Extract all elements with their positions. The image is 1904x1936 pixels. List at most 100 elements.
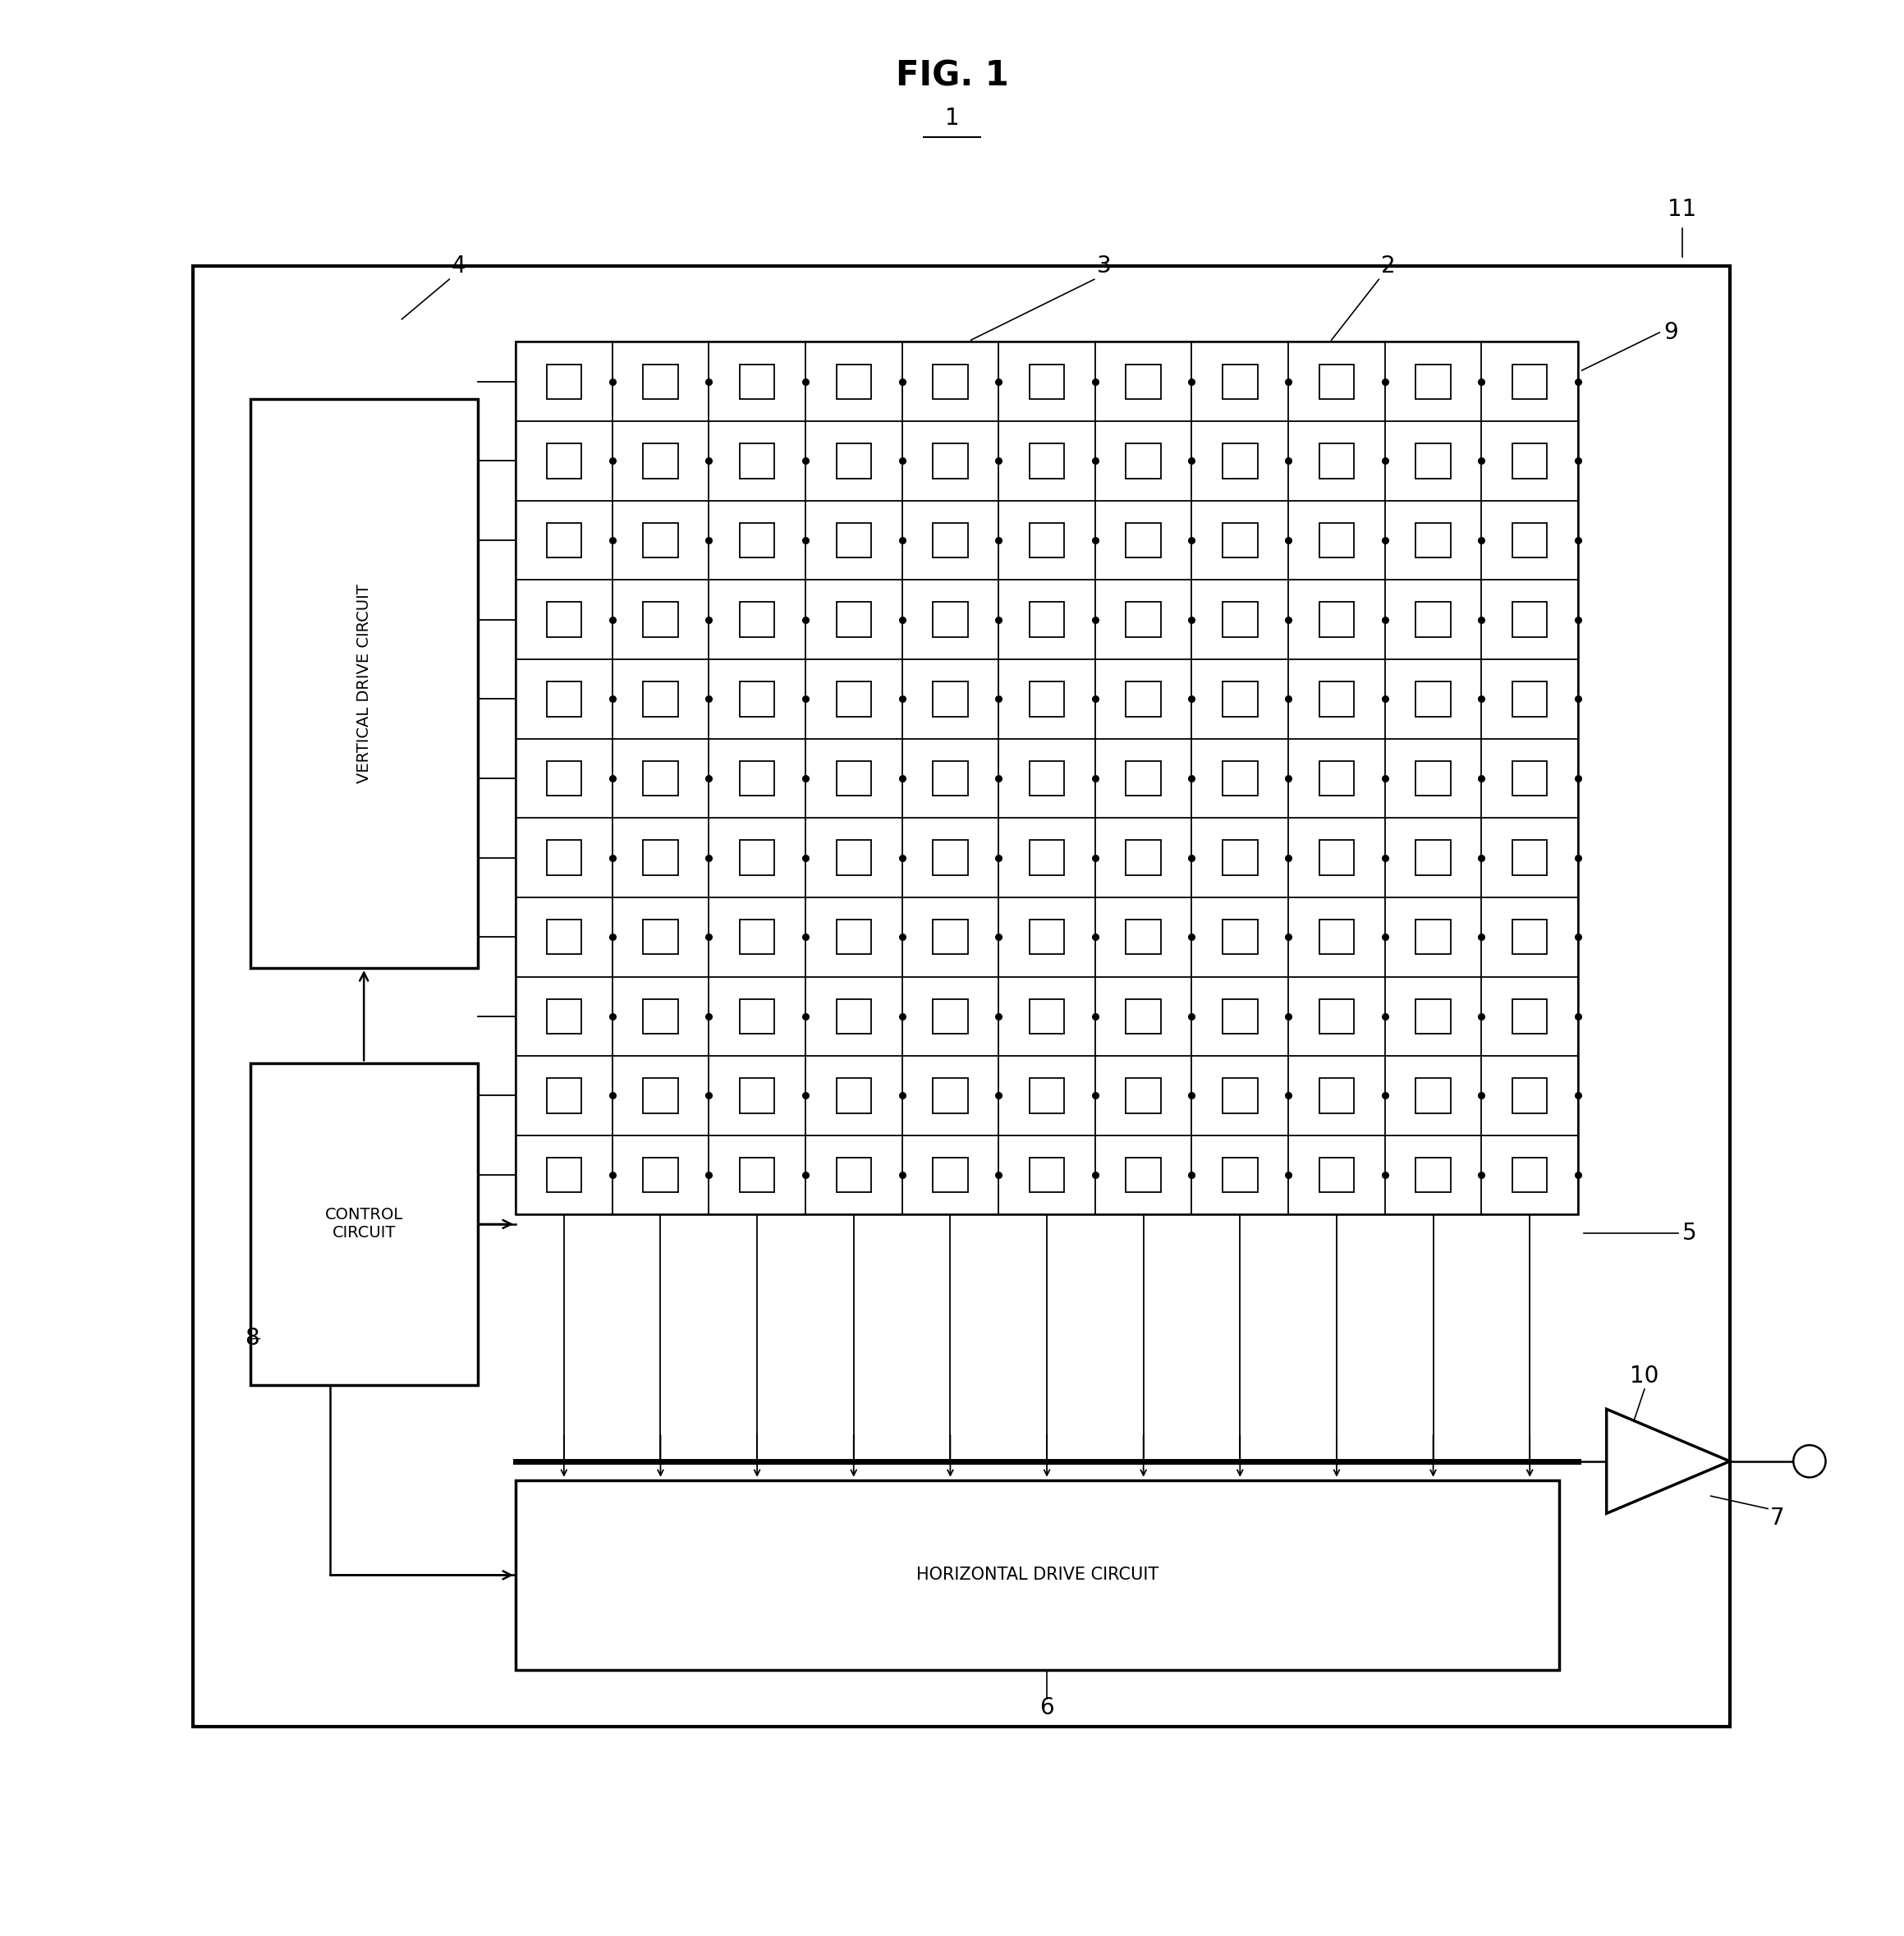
Bar	[1319, 920, 1354, 954]
Bar	[644, 920, 678, 954]
Bar	[1319, 761, 1354, 796]
Bar	[933, 364, 967, 399]
Bar	[546, 999, 581, 1034]
Bar	[836, 920, 872, 954]
Text: 10: 10	[1630, 1365, 1658, 1388]
Text: 5: 5	[1683, 1222, 1696, 1245]
Bar	[1512, 1078, 1548, 1113]
Bar	[1030, 840, 1064, 875]
Bar	[1512, 602, 1548, 637]
Bar	[933, 1078, 967, 1113]
Bar	[1417, 364, 1451, 399]
Text: 7: 7	[1771, 1506, 1784, 1529]
Bar	[1512, 920, 1548, 954]
Bar	[933, 443, 967, 478]
Bar	[933, 602, 967, 637]
Bar	[1222, 761, 1257, 796]
Bar	[1125, 920, 1161, 954]
Bar	[739, 999, 775, 1034]
Text: 8: 8	[246, 1326, 259, 1349]
Bar	[1030, 523, 1064, 558]
Bar	[1319, 681, 1354, 716]
Bar	[1030, 443, 1064, 478]
Bar	[1417, 999, 1451, 1034]
Bar	[1512, 1158, 1548, 1193]
Bar	[1125, 761, 1161, 796]
Bar	[1512, 681, 1548, 716]
Bar	[933, 523, 967, 558]
Bar	[1319, 602, 1354, 637]
Bar	[739, 523, 775, 558]
Bar	[1417, 1078, 1451, 1113]
Bar	[644, 999, 678, 1034]
Bar	[739, 920, 775, 954]
Bar	[1417, 920, 1451, 954]
Bar	[836, 999, 872, 1034]
Bar	[1222, 1158, 1257, 1193]
Bar	[1222, 840, 1257, 875]
Bar	[933, 681, 967, 716]
Text: 1: 1	[944, 106, 960, 130]
Text: 4: 4	[451, 254, 466, 277]
Bar	[1222, 920, 1257, 954]
Bar	[1222, 602, 1257, 637]
Bar	[546, 602, 581, 637]
Bar	[1512, 840, 1548, 875]
Bar	[644, 523, 678, 558]
Bar	[1417, 1158, 1451, 1193]
Text: FIG. 1: FIG. 1	[895, 60, 1009, 93]
Bar	[1222, 523, 1257, 558]
Bar	[739, 681, 775, 716]
Bar	[1512, 999, 1548, 1034]
Bar	[1512, 364, 1548, 399]
Text: 6: 6	[1040, 1696, 1055, 1719]
Bar	[836, 523, 872, 558]
Bar	[1030, 1078, 1064, 1113]
Bar	[249, 1063, 478, 1386]
Bar	[644, 761, 678, 796]
Bar	[836, 1158, 872, 1193]
Bar	[836, 681, 872, 716]
Bar	[836, 840, 872, 875]
Text: 2: 2	[1380, 254, 1396, 277]
Circle shape	[1794, 1444, 1826, 1477]
Bar	[546, 920, 581, 954]
Bar	[1417, 761, 1451, 796]
Bar	[1222, 443, 1257, 478]
Text: 9: 9	[1664, 321, 1677, 345]
Bar	[836, 443, 872, 478]
Bar	[739, 840, 775, 875]
Bar	[546, 1078, 581, 1113]
Bar	[1030, 999, 1064, 1034]
Bar	[1125, 364, 1161, 399]
Bar	[739, 443, 775, 478]
Bar	[1319, 1158, 1354, 1193]
Bar	[644, 1078, 678, 1113]
Bar	[1222, 999, 1257, 1034]
Bar	[1319, 999, 1354, 1034]
Bar	[1417, 840, 1451, 875]
Bar	[933, 761, 967, 796]
Text: VERTICAL DRIVE CIRCUIT: VERTICAL DRIVE CIRCUIT	[356, 585, 371, 782]
Bar	[249, 399, 478, 968]
Bar	[1417, 443, 1451, 478]
Bar	[739, 364, 775, 399]
Bar	[644, 1158, 678, 1193]
Bar	[1030, 1158, 1064, 1193]
Bar	[1222, 681, 1257, 716]
Bar	[1319, 364, 1354, 399]
Bar	[546, 761, 581, 796]
Text: CONTROL
CIRCUIT: CONTROL CIRCUIT	[326, 1208, 404, 1241]
Bar	[192, 265, 1731, 1727]
Bar	[1417, 602, 1451, 637]
Bar	[739, 602, 775, 637]
Bar	[546, 443, 581, 478]
Bar	[1512, 443, 1548, 478]
Bar	[1030, 681, 1064, 716]
Bar	[546, 840, 581, 875]
Bar	[644, 443, 678, 478]
Bar	[1319, 1078, 1354, 1113]
Bar	[1125, 443, 1161, 478]
Bar	[1125, 1078, 1161, 1113]
Bar	[1512, 761, 1548, 796]
